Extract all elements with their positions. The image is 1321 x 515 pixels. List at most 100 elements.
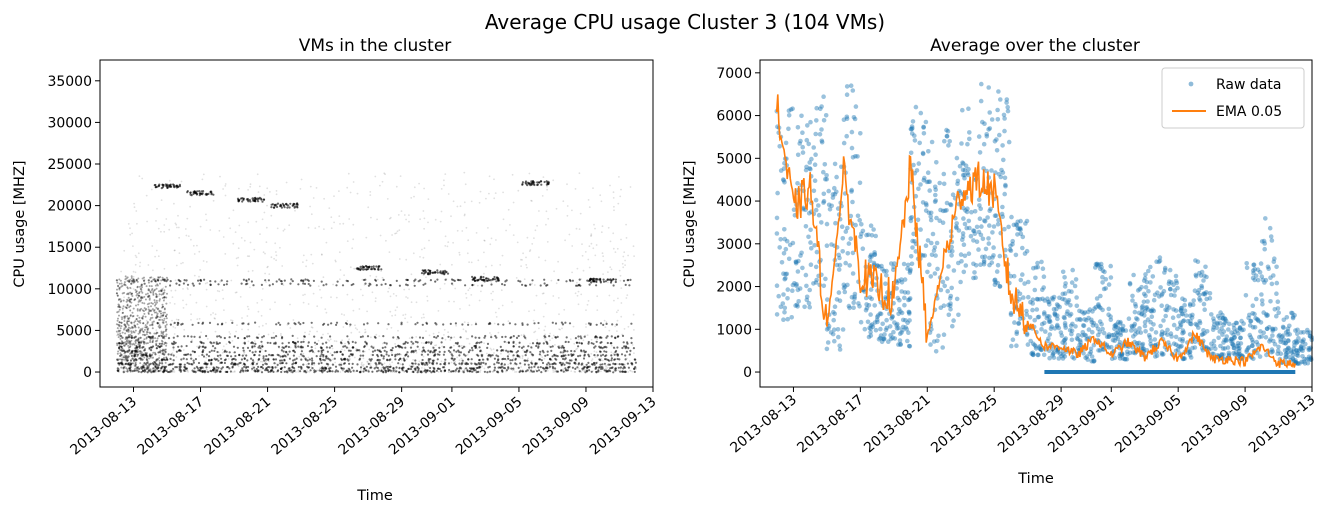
left-band-point — [588, 365, 591, 368]
left-scatter-point — [459, 205, 462, 208]
raw-data-point — [790, 288, 795, 294]
left-band-point — [198, 336, 201, 339]
left-band-point — [202, 349, 205, 352]
left-band-point — [528, 366, 531, 369]
left-scatter-point — [573, 370, 576, 373]
left-scatter-point — [230, 279, 233, 282]
left-scatter-point — [627, 325, 630, 328]
left-band-point — [303, 335, 306, 338]
left-band-point — [606, 335, 609, 338]
left-scatter-point — [533, 331, 535, 334]
left-band-point — [610, 335, 613, 338]
left-scatter-point — [490, 292, 493, 295]
left-early-point — [115, 342, 118, 345]
left-band-point — [228, 367, 231, 370]
left-scatter-point — [582, 364, 585, 367]
left-scatter-point — [580, 371, 583, 373]
left-band-point — [335, 321, 339, 324]
left-early-point — [163, 296, 166, 299]
left-scatter-point — [461, 230, 464, 232]
left-band-point — [142, 353, 145, 356]
raw-data-point — [872, 250, 877, 255]
left-band-point — [325, 362, 328, 365]
left-band-point — [121, 336, 124, 339]
left-scatter-point — [158, 354, 161, 357]
left-band-point — [574, 358, 577, 361]
left-scatter-point — [426, 299, 429, 302]
left-band-point — [339, 350, 342, 353]
left-band-point — [215, 342, 218, 345]
left-scatter-point — [455, 324, 457, 327]
left-band-point — [542, 342, 545, 345]
left-early-point — [135, 344, 138, 347]
left-band-point — [517, 366, 520, 369]
left-band-point — [210, 370, 213, 373]
left-band-point — [459, 351, 463, 354]
left-band-point — [251, 367, 254, 370]
left-band-point — [493, 366, 496, 369]
left-band-point — [130, 336, 133, 339]
left-scatter-point — [237, 247, 240, 250]
left-band-point — [148, 346, 151, 350]
left-early-point — [124, 338, 127, 340]
left-scatter-point — [380, 367, 383, 369]
raw-data-point — [842, 284, 848, 289]
left-band-point — [562, 370, 565, 373]
left-scatter-point — [282, 284, 285, 286]
left-band-point — [182, 282, 185, 285]
raw-data-point — [932, 184, 938, 190]
left-band-point — [502, 323, 505, 326]
left-band-point — [478, 363, 481, 366]
left-band-point — [512, 340, 515, 343]
left-band-point — [253, 354, 256, 357]
left-scatter-point — [435, 344, 438, 347]
left-band-point — [138, 344, 141, 347]
left-early-point — [116, 294, 119, 297]
left-early-point — [152, 339, 154, 342]
left-x-tick-label: 2013-09-13 — [587, 394, 660, 459]
left-scatter-point — [571, 245, 574, 247]
raw-data-point — [937, 180, 942, 186]
left-scatter-point — [625, 223, 627, 226]
left-scatter-point — [122, 368, 125, 371]
left-early-point — [116, 311, 119, 314]
left-early-point — [134, 367, 137, 370]
left-band-point — [616, 335, 619, 338]
left-band-point — [474, 369, 477, 372]
left-early-point — [146, 292, 149, 295]
left-band-point — [123, 283, 126, 286]
left-band-point — [480, 341, 483, 344]
left-scatter-point — [492, 370, 495, 373]
left-band-point — [582, 357, 586, 360]
left-band-point — [416, 341, 419, 344]
left-scatter-point — [483, 342, 485, 345]
left-early-point — [137, 277, 140, 280]
left-band-point — [414, 362, 417, 365]
left-band-point — [202, 355, 206, 358]
left-band-point — [385, 353, 388, 356]
left-band-point — [404, 340, 407, 344]
left-early-point — [136, 285, 139, 288]
left-band-point — [254, 370, 257, 373]
left-early-point — [156, 339, 159, 342]
left-scatter-point — [566, 183, 568, 186]
left-band-point — [530, 366, 533, 369]
left-band-point — [518, 355, 521, 358]
left-cluster-point — [438, 271, 442, 274]
left-scatter-point — [408, 288, 410, 291]
left-x-tick-label: 2013-08-17 — [134, 394, 207, 459]
left-scatter-point — [464, 329, 467, 332]
left-band-point — [322, 284, 325, 287]
left-scatter-point — [178, 252, 181, 255]
left-band-point — [382, 335, 385, 338]
left-cluster-point — [242, 197, 245, 200]
left-band-point — [294, 341, 297, 345]
left-scatter-point — [361, 294, 364, 297]
left-band-point — [459, 279, 462, 282]
left-band-point — [509, 336, 512, 339]
left-band-point — [425, 341, 428, 344]
raw-data-point — [843, 229, 849, 234]
left-band-point — [544, 354, 547, 357]
left-scatter-point — [419, 256, 421, 258]
left-band-point — [193, 350, 196, 353]
